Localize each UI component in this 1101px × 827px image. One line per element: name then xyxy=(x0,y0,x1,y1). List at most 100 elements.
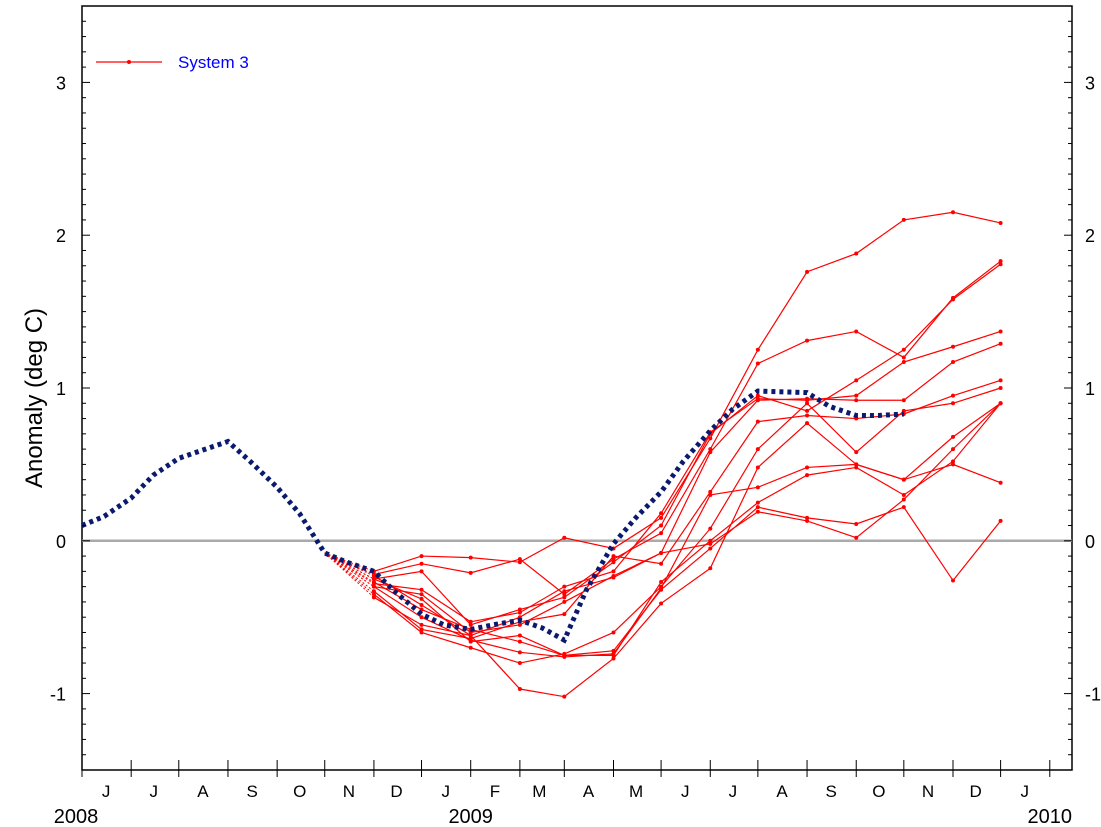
forecast-point xyxy=(419,587,424,592)
forecast-point xyxy=(517,560,522,565)
x-month-label: J xyxy=(1021,782,1030,801)
y-axis-label: Anomaly (deg C) xyxy=(21,308,48,488)
forecast-point xyxy=(611,575,616,580)
y-tick-label-right: -1 xyxy=(1085,685,1101,705)
forecast-point xyxy=(611,648,616,653)
forecast-point xyxy=(951,360,956,365)
forecast-point xyxy=(611,656,616,661)
forecast-line xyxy=(373,379,1001,640)
y-tick-label-left: -1 xyxy=(50,685,66,705)
forecast-point xyxy=(659,511,664,516)
observed-line xyxy=(81,388,904,644)
forecast-point xyxy=(854,398,859,403)
forecast-line xyxy=(373,402,1002,637)
forecast-point xyxy=(708,538,713,543)
forecast-point xyxy=(611,569,616,574)
forecast-point xyxy=(755,485,760,490)
forecast-point xyxy=(805,269,810,274)
y-tick-label-left: 0 xyxy=(56,532,66,552)
forecast-point xyxy=(708,526,713,531)
forecast-point xyxy=(854,251,859,256)
ticks-layer xyxy=(81,5,1072,777)
x-month-label: A xyxy=(776,782,788,801)
forecast-point xyxy=(805,396,810,401)
y-tick-label-right: 3 xyxy=(1085,73,1095,93)
forecast-member xyxy=(324,259,1003,597)
forecast-point xyxy=(755,465,760,470)
forecast-point xyxy=(998,341,1003,346)
forecast-point xyxy=(419,627,424,632)
forecast-point xyxy=(901,355,906,360)
x-year-label: 2010 xyxy=(1028,806,1073,827)
x-month-label: J xyxy=(441,782,450,801)
forecast-point xyxy=(854,378,859,383)
forecast-point xyxy=(708,447,713,452)
x-year-label: 2009 xyxy=(448,806,493,827)
forecast-point xyxy=(419,596,424,601)
forecast-point xyxy=(805,401,810,406)
forecast-point xyxy=(708,450,713,455)
forecast-point xyxy=(371,595,376,600)
y-tick-label-left: 2 xyxy=(56,226,66,246)
forecast-line xyxy=(373,211,1001,572)
x-month-label: J xyxy=(150,782,159,801)
forecast-point xyxy=(371,589,376,594)
x-month-label: O xyxy=(293,782,306,801)
forecast-point xyxy=(708,489,713,494)
forecast-point xyxy=(854,521,859,526)
forecast-point xyxy=(611,653,616,658)
y-tick-label-left: 1 xyxy=(56,379,66,399)
x-year-label: 2008 xyxy=(54,806,99,827)
forecast-point xyxy=(517,633,522,638)
forecast-point xyxy=(854,462,859,467)
forecast-point xyxy=(419,622,424,627)
forecast-point xyxy=(805,515,810,520)
forecast-point xyxy=(468,570,473,575)
forecast-member xyxy=(324,401,1003,659)
forecast-point xyxy=(998,259,1003,264)
forecast-point xyxy=(517,650,522,655)
forecast-point xyxy=(755,419,760,424)
y-tick-label-right: 0 xyxy=(1085,532,1095,552)
forecast-point xyxy=(371,584,376,589)
x-month-label: S xyxy=(826,782,837,801)
x-month-label: J xyxy=(729,782,738,801)
forecast-point xyxy=(998,378,1003,383)
forecast-point xyxy=(562,599,567,604)
forecast-point xyxy=(562,612,567,617)
forecast-point xyxy=(659,515,664,520)
forecast-point xyxy=(517,622,522,627)
legend-marker-icon xyxy=(127,60,131,64)
legend-label: System 3 xyxy=(178,53,249,72)
forecast-point xyxy=(998,401,1003,406)
forecast-point xyxy=(951,210,956,215)
forecast-point xyxy=(901,497,906,502)
forecast-point xyxy=(805,465,810,470)
forecast-point xyxy=(611,560,616,565)
forecast-point xyxy=(659,523,664,528)
forecast-point xyxy=(805,473,810,478)
forecast-point xyxy=(659,587,664,592)
forecast-point xyxy=(901,477,906,482)
forecast-point xyxy=(951,447,956,452)
forecast-point xyxy=(419,630,424,635)
forecast-point xyxy=(998,262,1003,267)
x-month-label: N xyxy=(922,782,934,801)
forecast-series-layer xyxy=(324,210,1003,699)
forecast-point xyxy=(755,347,760,352)
forecast-point xyxy=(419,592,424,597)
forecast-point xyxy=(371,577,376,581)
forecast-point xyxy=(708,541,713,546)
forecast-point xyxy=(998,220,1003,225)
y-tick-label-left: 3 xyxy=(56,73,66,93)
forecast-point xyxy=(468,639,473,644)
forecast-point xyxy=(998,518,1003,523)
forecast-point xyxy=(562,653,567,658)
forecast-point xyxy=(708,492,713,497)
x-month-label: A xyxy=(197,782,209,801)
x-month-label: S xyxy=(246,782,257,801)
forecast-point xyxy=(998,386,1003,390)
forecast-point xyxy=(951,462,956,467)
forecast-line xyxy=(373,263,1001,626)
